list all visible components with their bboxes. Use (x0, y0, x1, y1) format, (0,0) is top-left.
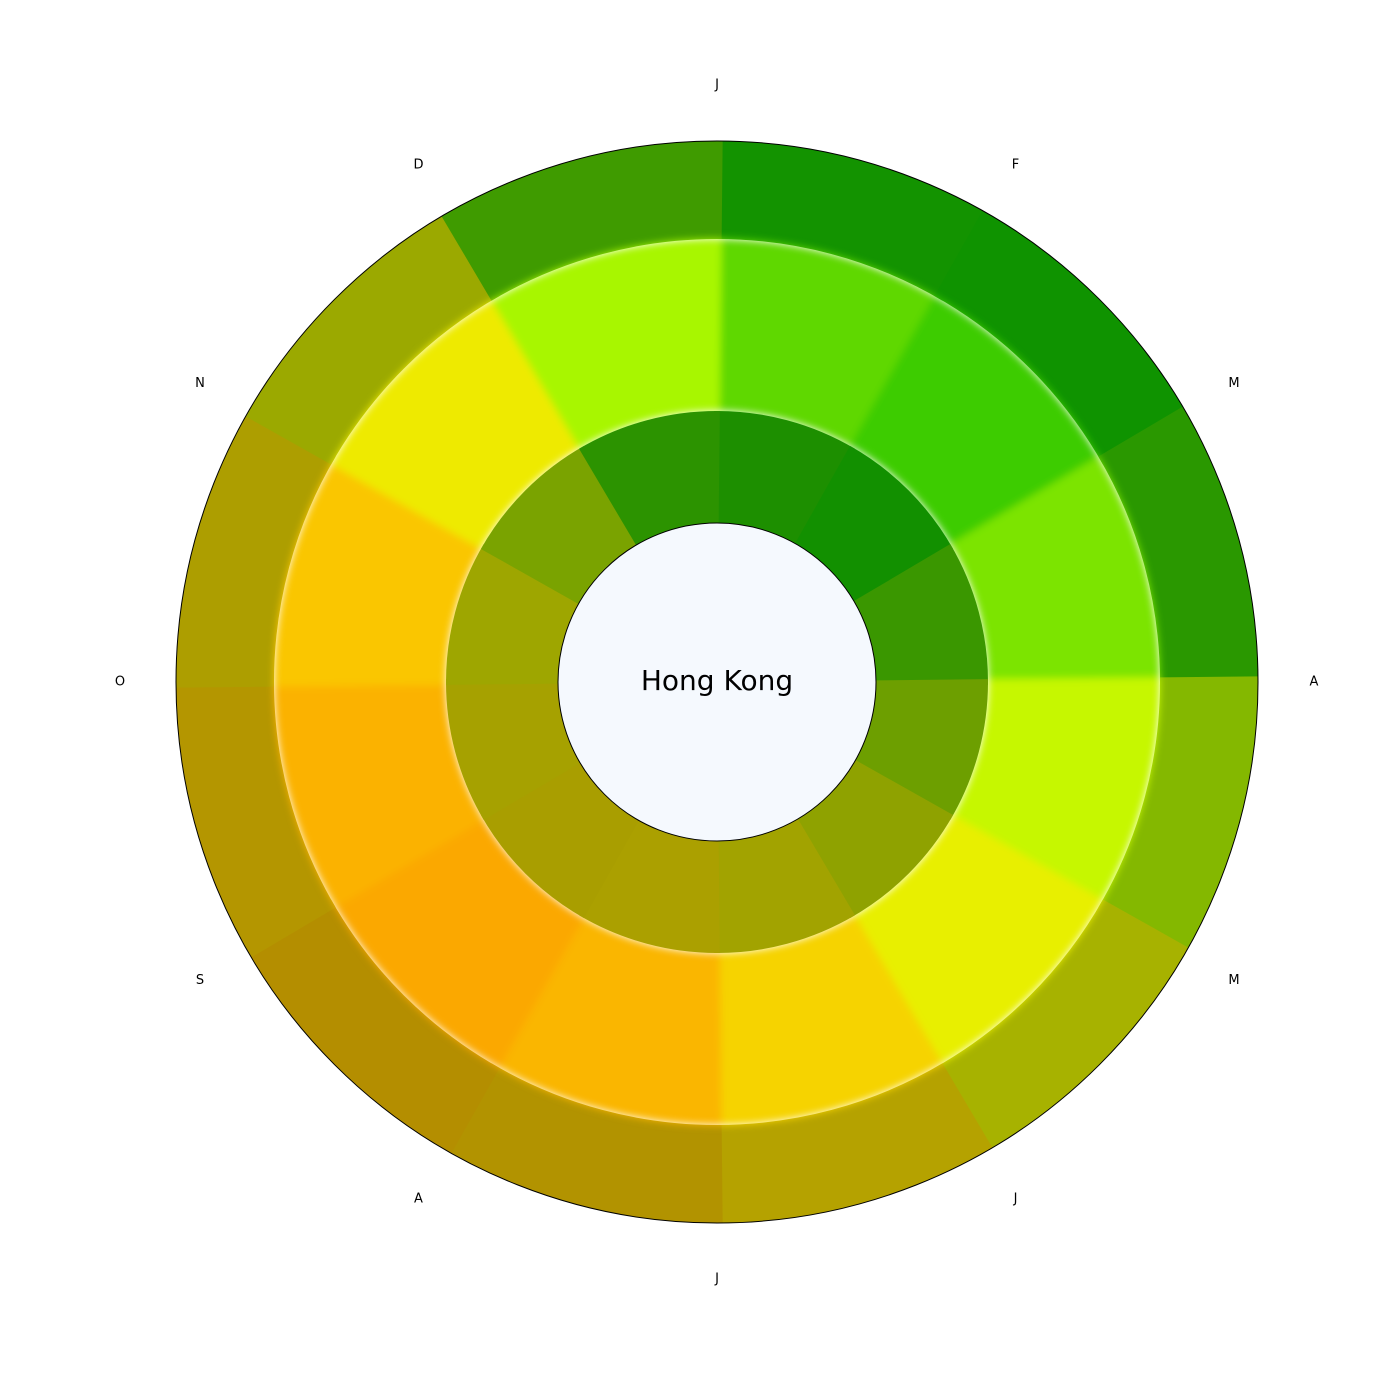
heatmap-rings (176, 141, 1258, 1223)
inner-ring-segment-7 (579, 818, 720, 953)
inner-ring-segment-3 (853, 544, 989, 685)
month-label-10: O (115, 675, 125, 690)
middle-ring-segment-6 (712, 915, 943, 1125)
chart-title: Hong Kong (641, 664, 793, 697)
middle-ring-segment-9 (274, 677, 484, 908)
outer-ring-segment-9 (176, 676, 336, 958)
inner-ring-segment-2 (795, 445, 954, 604)
inner-ring-segment-10 (446, 544, 581, 685)
middle-ring (274, 239, 1161, 1125)
outer-ring-segment-1 (711, 141, 993, 301)
outer-ring-segment-5 (934, 899, 1189, 1154)
outer-ring-segment-4 (1098, 676, 1258, 958)
outer-ring-segment-2 (934, 210, 1189, 465)
month-label-3: M (1228, 376, 1239, 391)
middle-ring-segment-5 (850, 815, 1103, 1068)
inner-ring-segment-6 (714, 818, 855, 954)
month-label-5: M (1228, 973, 1239, 988)
month-labels: J F M A M J J A S O N D (115, 78, 1319, 1287)
middle-ring-segment-11 (331, 296, 584, 549)
month-label-2: F (1012, 157, 1019, 172)
outer-ring-segment-6 (711, 1063, 993, 1223)
outer-border (175, 140, 1259, 1224)
inner-ring-segment-4 (853, 679, 988, 820)
month-label-6: J (1013, 1192, 1018, 1207)
inner-ring-segment-9 (446, 679, 581, 820)
outer-ring-segment-7 (441, 1063, 723, 1223)
outer-ring-segment-8 (245, 899, 500, 1154)
month-label-11: N (195, 376, 205, 391)
month-label-7: J (714, 1272, 719, 1287)
center-disc (557, 522, 877, 842)
inner-ring-segment-5 (795, 760, 954, 919)
month-label-1: J (714, 78, 719, 93)
month-label-8: A (414, 1192, 423, 1207)
outer-ring-segment-11 (245, 210, 500, 465)
outer-ring (176, 141, 1258, 1223)
inner-ring-segment-8 (480, 760, 639, 919)
month-label-4: A (1310, 675, 1319, 690)
outer-ring-segment-10 (176, 406, 336, 688)
middle-ring-segment-2 (850, 296, 1103, 549)
middle-ring-segment-8 (331, 815, 584, 1068)
outer-ring-segment-3 (1098, 406, 1258, 688)
inner-ring-segment-12 (579, 410, 720, 546)
outer-ring-segment-12 (441, 141, 723, 301)
inner-ring-segment-11 (480, 445, 639, 604)
middle-ring-segment-12 (491, 239, 722, 449)
middle-ring-segment-3 (950, 456, 1161, 687)
month-label-9: S (196, 973, 204, 988)
inner-ring-segment-1 (714, 411, 855, 546)
inner-ring (446, 410, 989, 954)
month-label-12: D (413, 157, 423, 172)
